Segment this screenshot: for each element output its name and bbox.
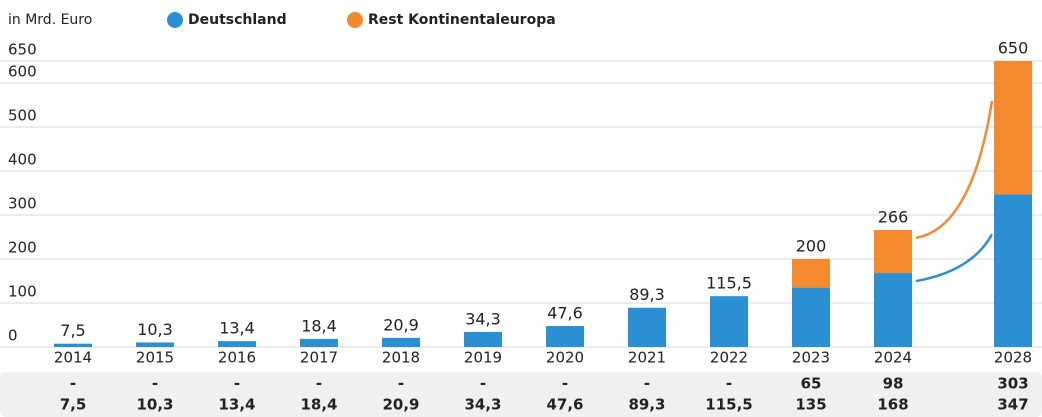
total-label: 10,3 — [137, 320, 173, 339]
total-label: 47,6 — [547, 304, 583, 323]
table-value: - — [234, 375, 240, 393]
table-value: - — [316, 375, 322, 393]
table-band — [0, 372, 1042, 417]
x-tick-label: 2024 — [874, 349, 912, 367]
x-tick-label: 2020 — [546, 349, 584, 367]
table-value: - — [562, 375, 568, 393]
bar-segment — [464, 331, 502, 347]
total-label: 13,4 — [219, 319, 255, 338]
y-tick-label: 300 — [8, 195, 37, 213]
y-tick-label: 650 — [8, 41, 37, 59]
unit-label: in Mrd. Euro — [8, 12, 92, 28]
legend-label: Rest Kontinentaleuropa — [368, 12, 556, 28]
growth-curve — [915, 233, 994, 283]
bar-segment — [994, 61, 1032, 195]
y-tick-label: 600 — [8, 63, 37, 81]
bar-segment — [628, 307, 666, 347]
bar-segment — [218, 341, 256, 347]
table-value: 18,4 — [300, 396, 337, 414]
table-value: 20,9 — [382, 396, 419, 414]
total-label: 650 — [998, 39, 1029, 58]
y-tick-label: 100 — [8, 283, 37, 301]
table-value: 47,6 — [546, 396, 583, 414]
x-tick-label: 2017 — [300, 349, 338, 367]
table-value: - — [644, 375, 650, 393]
bar-segment — [994, 194, 1032, 347]
total-label: 115,5 — [706, 274, 752, 293]
table-value: 89,3 — [628, 396, 665, 414]
y-tick-label: 200 — [8, 239, 37, 257]
total-label: 20,9 — [383, 315, 419, 334]
x-tick-label: 2014 — [54, 349, 92, 367]
table-value: - — [726, 375, 732, 393]
total-label: 7,5 — [60, 321, 85, 340]
bar-segment — [546, 326, 584, 347]
bar-segment — [874, 229, 912, 274]
legend-swatch — [347, 12, 363, 28]
table-value: - — [398, 375, 404, 393]
x-tick-label: 2022 — [710, 349, 748, 367]
x-tick-label: 2028 — [994, 349, 1032, 367]
table-value: 115,5 — [705, 396, 752, 414]
bar-segment — [792, 287, 830, 347]
y-tick-label: 400 — [8, 151, 37, 169]
bar-segment — [382, 337, 420, 347]
total-label: 34,3 — [465, 309, 501, 328]
bar-segment — [874, 273, 912, 347]
growth-curve — [915, 100, 994, 240]
table-value: 98 — [883, 375, 904, 393]
bar-segment — [136, 342, 174, 347]
table-value: 10,3 — [136, 396, 173, 414]
bar-segment — [54, 343, 92, 347]
table-value: - — [480, 375, 486, 393]
bar-segment — [792, 259, 830, 288]
x-tick-label: 2019 — [464, 349, 502, 367]
x-tick-label: 2023 — [792, 349, 830, 367]
legend-swatch — [167, 12, 183, 28]
x-tick-label: 2018 — [382, 349, 420, 367]
total-label: 89,3 — [629, 285, 665, 304]
table-value: 34,3 — [464, 396, 501, 414]
x-tick-label: 2015 — [136, 349, 174, 367]
x-tick-label: 2021 — [628, 349, 666, 367]
table-value: - — [152, 375, 158, 393]
total-label: 266 — [878, 207, 909, 226]
y-tick-label: 500 — [8, 107, 37, 125]
table-value: 13,4 — [218, 396, 255, 414]
bar-segment — [710, 296, 748, 347]
y-tick-label: 0 — [8, 327, 18, 345]
table-value: 65 — [801, 375, 822, 393]
bar-segment — [300, 338, 338, 347]
total-label: 18,4 — [301, 316, 337, 335]
x-tick-label: 2016 — [218, 349, 256, 367]
table-value: - — [70, 375, 76, 393]
legend-label: Deutschland — [188, 12, 287, 28]
table-value: 347 — [997, 396, 1028, 414]
table-value: 168 — [877, 396, 908, 414]
total-label: 200 — [796, 237, 827, 256]
table-value: 7,5 — [60, 396, 87, 414]
table-value: 135 — [795, 396, 826, 414]
table-value: 303 — [997, 375, 1028, 393]
